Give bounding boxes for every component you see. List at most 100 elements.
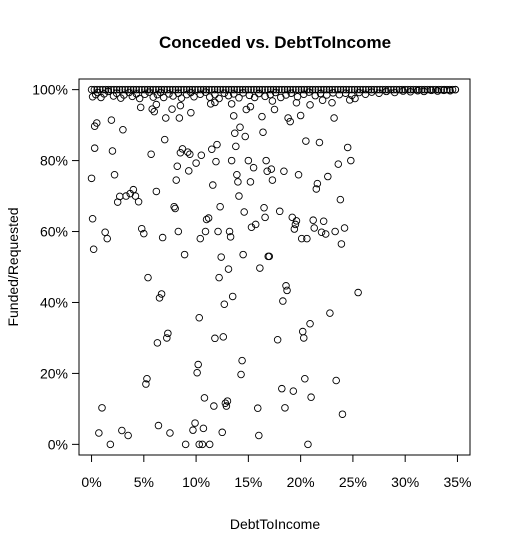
- data-point: [362, 85, 370, 94]
- data-point: [219, 85, 227, 94]
- data-point: [239, 250, 247, 259]
- data-point: [306, 85, 314, 94]
- data-point: [198, 440, 207, 449]
- data-point: [364, 85, 373, 94]
- y-tick-label: 80%: [40, 153, 68, 169]
- data-point: [93, 119, 101, 127]
- data-point: [353, 85, 362, 94]
- data-point: [90, 85, 99, 94]
- data-point: [328, 85, 336, 94]
- data-point: [110, 171, 119, 179]
- data-point: [187, 108, 195, 117]
- data-point: [143, 374, 151, 383]
- data-point: [270, 105, 279, 114]
- data-point: [278, 85, 286, 94]
- data-point: [118, 85, 127, 94]
- data-point: [212, 157, 220, 166]
- data-point: [140, 229, 148, 238]
- data-point: [159, 93, 168, 102]
- data-point: [107, 85, 115, 94]
- data-point: [89, 245, 98, 254]
- data-point: [160, 135, 169, 144]
- data-point: [321, 230, 330, 238]
- data-point: [135, 94, 144, 103]
- data-point: [307, 393, 315, 401]
- data-point: [259, 128, 267, 136]
- data-point: [340, 224, 349, 232]
- data-point: [303, 85, 311, 94]
- x-tick-label: 35%: [443, 474, 471, 490]
- data-point: [210, 85, 219, 94]
- data-point: [171, 204, 179, 213]
- data-point: [251, 220, 260, 229]
- data-point: [157, 85, 166, 94]
- data-point: [217, 253, 225, 261]
- data-point: [101, 228, 109, 236]
- data-point: [171, 85, 180, 94]
- data-point: [174, 85, 183, 94]
- data-point: [296, 111, 305, 120]
- data-point: [423, 85, 432, 94]
- data-point: [313, 179, 322, 188]
- data-point: [246, 178, 255, 186]
- data-point: [224, 265, 233, 273]
- data-point: [297, 85, 306, 94]
- data-point: [235, 94, 243, 102]
- data-point: [448, 85, 457, 94]
- data-point: [137, 224, 146, 233]
- data-point: [238, 85, 247, 94]
- data-point: [392, 85, 401, 94]
- data-point: [152, 100, 161, 109]
- data-point: [304, 440, 312, 449]
- data-point: [138, 85, 146, 94]
- data-point: [235, 192, 243, 200]
- data-point: [154, 421, 163, 430]
- data-point: [345, 85, 353, 94]
- data-point: [440, 85, 448, 94]
- data-point: [166, 429, 174, 437]
- data-point: [142, 380, 150, 388]
- data-point: [227, 85, 236, 94]
- data-point: [152, 187, 161, 196]
- data-point: [446, 85, 454, 94]
- data-point: [222, 85, 230, 94]
- data-point: [199, 85, 208, 94]
- y-tick-label: 40%: [40, 294, 68, 310]
- data-point: [268, 97, 277, 105]
- data-point: [398, 85, 406, 94]
- data-point: [233, 85, 241, 94]
- data-point: [342, 85, 350, 94]
- data-point: [153, 339, 162, 347]
- data-point: [149, 85, 157, 94]
- data-point: [194, 360, 202, 369]
- data-point: [194, 85, 202, 94]
- data-point: [260, 204, 268, 212]
- data-point: [96, 85, 104, 94]
- x-tick-label: 0%: [81, 474, 101, 490]
- data-point: [292, 85, 300, 94]
- data-point: [107, 116, 116, 124]
- data-point: [325, 85, 334, 94]
- data-point: [273, 335, 282, 344]
- data-point: [301, 374, 309, 383]
- data-point: [354, 288, 362, 297]
- data-point: [240, 208, 248, 216]
- data-point: [309, 216, 317, 224]
- data-point: [188, 85, 197, 94]
- data-point: [252, 85, 261, 94]
- data-point: [328, 99, 336, 107]
- data-point: [232, 142, 240, 151]
- data-point: [189, 426, 197, 434]
- data-point: [185, 167, 193, 175]
- data-point: [134, 197, 143, 206]
- data-point: [230, 85, 239, 94]
- data-point: [124, 431, 132, 440]
- data-point: [395, 85, 404, 94]
- x-axis-label: DebtToIncome: [230, 516, 320, 532]
- data-point: [131, 192, 140, 200]
- data-point: [256, 264, 264, 272]
- data-point: [247, 85, 255, 94]
- data-point: [280, 85, 289, 94]
- data-point: [121, 85, 129, 94]
- data-point: [87, 85, 96, 94]
